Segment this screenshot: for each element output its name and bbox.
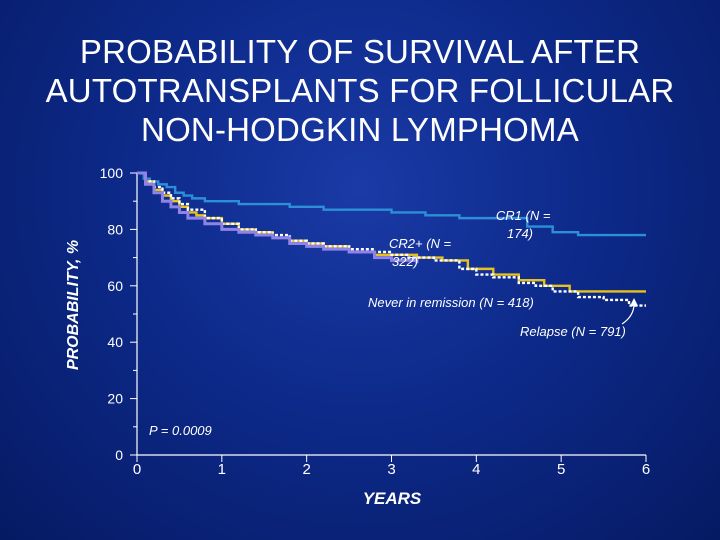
x-ticks: 0 1 2 3 4 5 6	[133, 455, 650, 478]
title-line-2: AUTOTRANSPLANTS FOR FOLLICULAR	[45, 72, 675, 109]
y-tick-label: 20	[107, 391, 123, 407]
y-tick-label: 80	[107, 221, 123, 237]
x-tick-label: 0	[133, 461, 141, 478]
series-layer	[137, 171, 646, 307]
slide-title: PROBABILITY OF SURVIVAL AFTER AUTOTRANSP…	[0, 32, 720, 149]
y-tick-label: 60	[107, 278, 123, 294]
svg-text:CR1 (N = 174): CR1 (N = 174)	[496, 208, 554, 241]
x-tick-label: 4	[472, 461, 480, 478]
x-tick-label: 3	[387, 461, 395, 478]
y-tick-label: 0	[115, 447, 123, 463]
series-line-0	[137, 171, 646, 237]
relapse-label: Relapse (N = 791)	[520, 324, 626, 339]
y-tick-label: 100	[100, 165, 124, 181]
x-tick-label: 6	[642, 461, 650, 478]
title-line-3: NON-HODGKIN LYMPHOMA	[141, 111, 579, 148]
series-line-2	[137, 171, 646, 307]
x-axis-label: YEARS	[363, 489, 422, 508]
x-tick-label: 5	[557, 461, 565, 478]
cr1-annotation: CR1 (N = 174)	[496, 208, 554, 241]
x-tick-label: 1	[218, 461, 226, 478]
relapse-pointer-arrowhead	[630, 298, 638, 306]
cr2-annotation: CR2+ (N = 322)	[389, 236, 455, 269]
svg-text:CR2+ (N = 322): CR2+ (N = 322)	[389, 236, 455, 269]
chart-axes	[136, 173, 646, 456]
y-tick-label: 40	[107, 334, 123, 350]
never-in-remission-label: Never in remission (N = 418)	[368, 295, 534, 310]
series-line-3	[137, 171, 419, 264]
relapse-pointer-arrow	[621, 303, 635, 325]
title-line-1: PROBABILITY OF SURVIVAL AFTER	[79, 33, 641, 70]
x-tick-label: 2	[302, 461, 310, 478]
p-value-label: P = 0.0009	[149, 423, 212, 438]
y-axis-label: PROBABILITY, %	[65, 240, 82, 370]
y-ticks: 0 20 40 60 80 100	[100, 165, 137, 463]
